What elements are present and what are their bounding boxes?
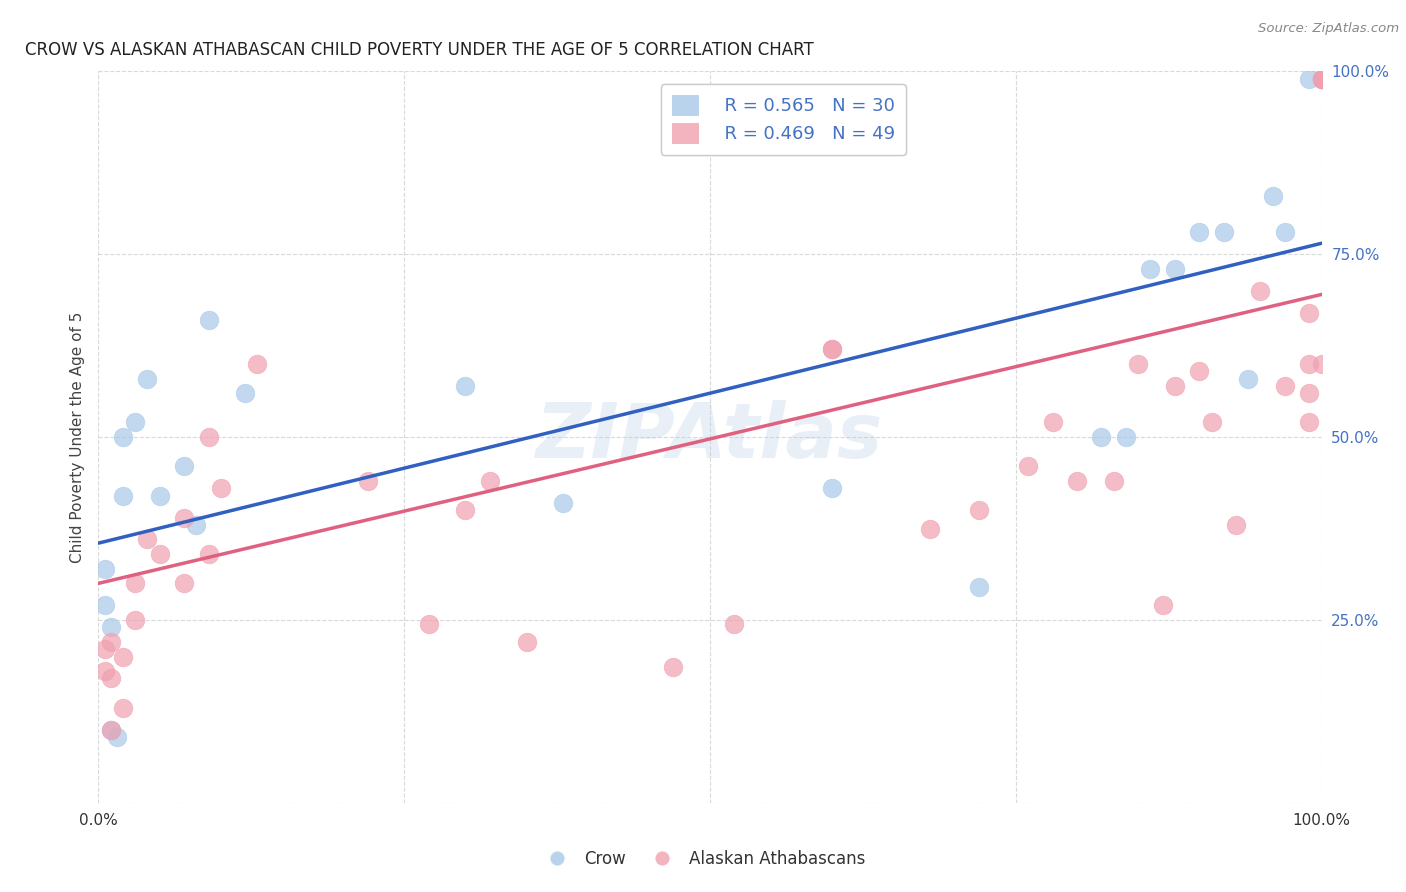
Text: ZIPAtlas: ZIPAtlas xyxy=(536,401,884,474)
Point xyxy=(1310,71,1333,86)
Point xyxy=(1298,386,1320,401)
Point xyxy=(515,635,537,649)
Point xyxy=(723,616,745,631)
Point xyxy=(1090,430,1112,444)
Point xyxy=(124,416,146,430)
Point xyxy=(111,700,134,714)
Text: CROW VS ALASKAN ATHABASCAN CHILD POVERTY UNDER THE AGE OF 5 CORRELATION CHART: CROW VS ALASKAN ATHABASCAN CHILD POVERTY… xyxy=(25,41,814,59)
Point xyxy=(149,547,172,561)
Point xyxy=(246,357,269,371)
Point xyxy=(478,474,501,488)
Point xyxy=(1298,306,1320,320)
Point xyxy=(93,599,115,613)
Point xyxy=(124,576,146,591)
Point xyxy=(418,616,440,631)
Point xyxy=(111,489,134,503)
Point xyxy=(1237,371,1260,385)
Point xyxy=(1274,379,1296,393)
Point xyxy=(1188,225,1211,239)
Point xyxy=(1310,71,1333,86)
Point xyxy=(1261,188,1284,202)
Point xyxy=(821,343,844,357)
Point xyxy=(1212,225,1234,239)
Point xyxy=(1249,284,1271,298)
Point xyxy=(1225,517,1247,532)
Point xyxy=(111,430,134,444)
Point xyxy=(1310,357,1333,371)
Point xyxy=(1139,261,1161,276)
Point xyxy=(454,503,477,517)
Point xyxy=(1042,416,1064,430)
Point xyxy=(553,496,575,510)
Point xyxy=(100,723,122,737)
Point xyxy=(100,635,122,649)
Point xyxy=(1310,71,1333,86)
Point xyxy=(967,503,990,517)
Point xyxy=(93,562,115,576)
Point xyxy=(1017,459,1039,474)
Point xyxy=(967,580,990,594)
Point xyxy=(233,386,256,401)
Point xyxy=(111,649,134,664)
Text: Source: ZipAtlas.com: Source: ZipAtlas.com xyxy=(1258,22,1399,36)
Point xyxy=(93,664,115,678)
Point xyxy=(920,521,942,535)
Point xyxy=(186,517,208,532)
Point xyxy=(105,730,128,744)
Point xyxy=(1310,71,1333,86)
Point xyxy=(100,723,122,737)
Point xyxy=(1298,71,1320,86)
Point xyxy=(1164,379,1187,393)
Point xyxy=(662,660,685,674)
Point xyxy=(1310,71,1333,86)
Point xyxy=(173,459,195,474)
Point xyxy=(1066,474,1088,488)
Legend:   R = 0.565   N = 30,   R = 0.469   N = 49: R = 0.565 N = 30, R = 0.469 N = 49 xyxy=(661,84,905,154)
Point xyxy=(1115,430,1137,444)
Point xyxy=(1274,225,1296,239)
Point xyxy=(100,672,122,686)
Point xyxy=(356,474,378,488)
Point xyxy=(197,313,219,327)
Point xyxy=(173,576,195,591)
Point xyxy=(136,533,159,547)
Point xyxy=(209,481,232,495)
Point xyxy=(821,343,844,357)
Point xyxy=(454,379,477,393)
Point xyxy=(124,613,146,627)
Point xyxy=(1298,416,1320,430)
Point xyxy=(173,510,195,524)
Point xyxy=(1201,416,1223,430)
Point xyxy=(197,430,219,444)
Point xyxy=(1152,599,1174,613)
Point xyxy=(1310,71,1333,86)
Point xyxy=(1164,261,1187,276)
Point xyxy=(821,481,844,495)
Point xyxy=(100,620,122,634)
Point xyxy=(197,547,219,561)
Point xyxy=(136,371,159,385)
Y-axis label: Child Poverty Under the Age of 5: Child Poverty Under the Age of 5 xyxy=(69,311,84,563)
Point xyxy=(1298,357,1320,371)
Point xyxy=(93,642,115,657)
Point xyxy=(1128,357,1150,371)
Legend: Crow, Alaskan Athabascans: Crow, Alaskan Athabascans xyxy=(534,844,872,875)
Point xyxy=(1102,474,1125,488)
Point xyxy=(149,489,172,503)
Point xyxy=(1188,364,1211,378)
